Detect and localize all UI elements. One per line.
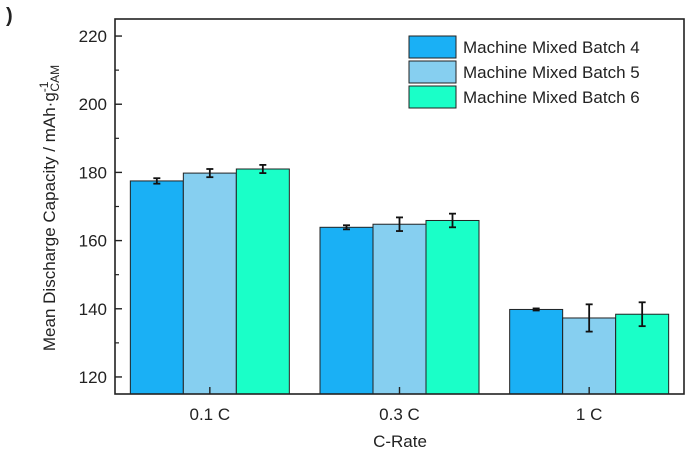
y-tick-label: 160 (79, 232, 107, 251)
bars-layer (129, 168, 670, 395)
error-bars-layer (153, 164, 646, 333)
bar (235, 168, 290, 395)
legend-label: Machine Mixed Batch 6 (463, 88, 640, 107)
bar (509, 308, 564, 395)
y-tick-label: 140 (79, 300, 107, 319)
bar (372, 223, 427, 395)
y-axis-title-superscript: -1 (37, 81, 51, 92)
y-axis-title-subscript: CAM (48, 65, 62, 92)
x-tick-label: 0.1 C (190, 405, 231, 424)
legend-swatch (408, 60, 457, 84)
y-tick-label: 200 (79, 95, 107, 114)
bar (425, 219, 480, 395)
legend-label: Machine Mixed Batch 5 (463, 63, 640, 82)
bar (129, 180, 184, 395)
y-axis-title: Mean Discharge Capacity / mAh·g-1CAM (37, 65, 62, 351)
x-tick-label: 0.3 C (379, 405, 420, 424)
legend-swatch (408, 85, 457, 109)
bar (319, 226, 374, 395)
y-axis: 120 140 160 180 200 220 (79, 27, 122, 387)
legend: Machine Mixed Batch 4 Machine Mixed Batch… (408, 35, 640, 109)
x-axis-title: C-Rate (373, 432, 427, 451)
y-tick-label: 220 (79, 27, 107, 46)
legend-swatch (408, 35, 457, 59)
panel-label: ) (6, 5, 13, 27)
bar (182, 172, 237, 395)
y-tick-label: 180 (79, 163, 107, 182)
x-tick-label: 1 C (576, 405, 602, 424)
y-tick-label: 120 (79, 368, 107, 387)
legend-label: Machine Mixed Batch 4 (463, 38, 640, 57)
x-axis: 0.1 C 0.3 C 1 C (190, 387, 602, 424)
bar (615, 313, 670, 395)
y-axis-title-main: Mean Discharge Capacity / mAh·g (40, 92, 59, 351)
